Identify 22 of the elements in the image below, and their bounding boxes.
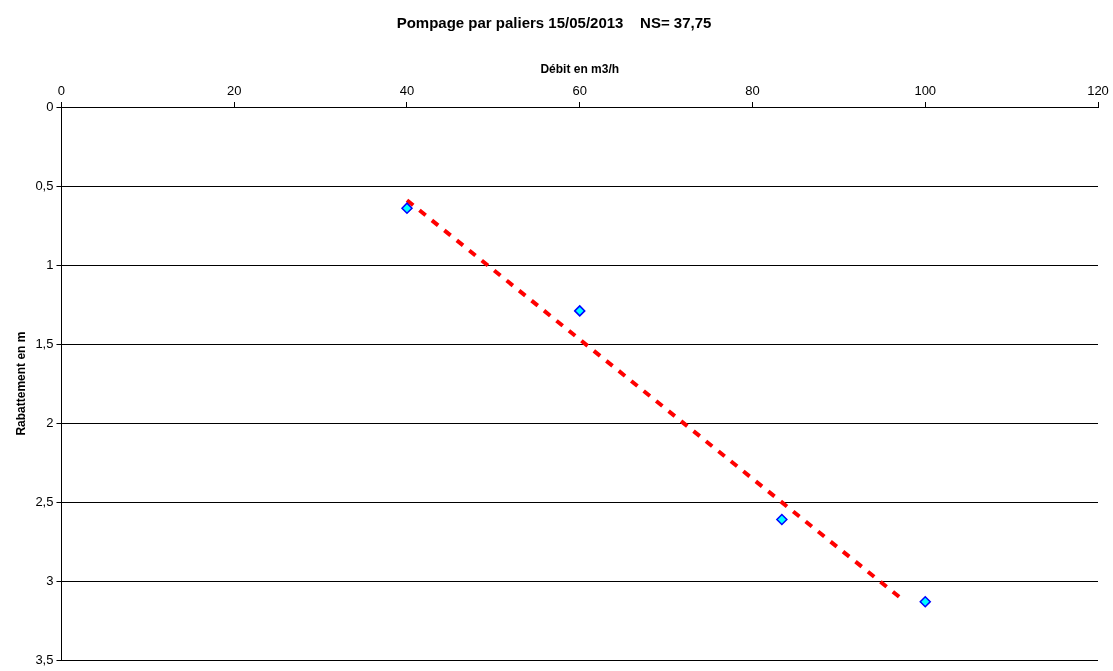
x-tick-label: 100 [914, 82, 937, 98]
point [919, 595, 931, 608]
point [776, 513, 788, 526]
point [573, 305, 586, 317]
chart-title: Pompage par paliers 15/05/2013 NS= 37,75 [396, 14, 712, 32]
x-axis-title: Débit en m3/h [540, 61, 620, 76]
x-tick-label: 120 [1087, 82, 1109, 98]
x-tick-label: 20 [226, 82, 242, 98]
y-tick-label: 2,5 [35, 493, 54, 509]
point [401, 202, 413, 214]
y-tick-label: 0 [46, 98, 54, 114]
y-tick-label: 3 [46, 572, 54, 588]
y-tick-label: 2 [46, 414, 54, 430]
y-tick-label: 0,5 [35, 177, 54, 193]
y-axis-title: Rabattement en m [13, 331, 28, 436]
x-tick-label: 60 [572, 82, 587, 98]
y-tick-label: 1,5 [35, 335, 54, 351]
x-tick-label: 40 [399, 82, 415, 98]
y-tick-label: 1 [46, 256, 54, 272]
y-tick-label: 3,5 [35, 651, 54, 667]
x-tick-label: 80 [745, 82, 760, 98]
x-tick-label: 0 [57, 82, 66, 98]
